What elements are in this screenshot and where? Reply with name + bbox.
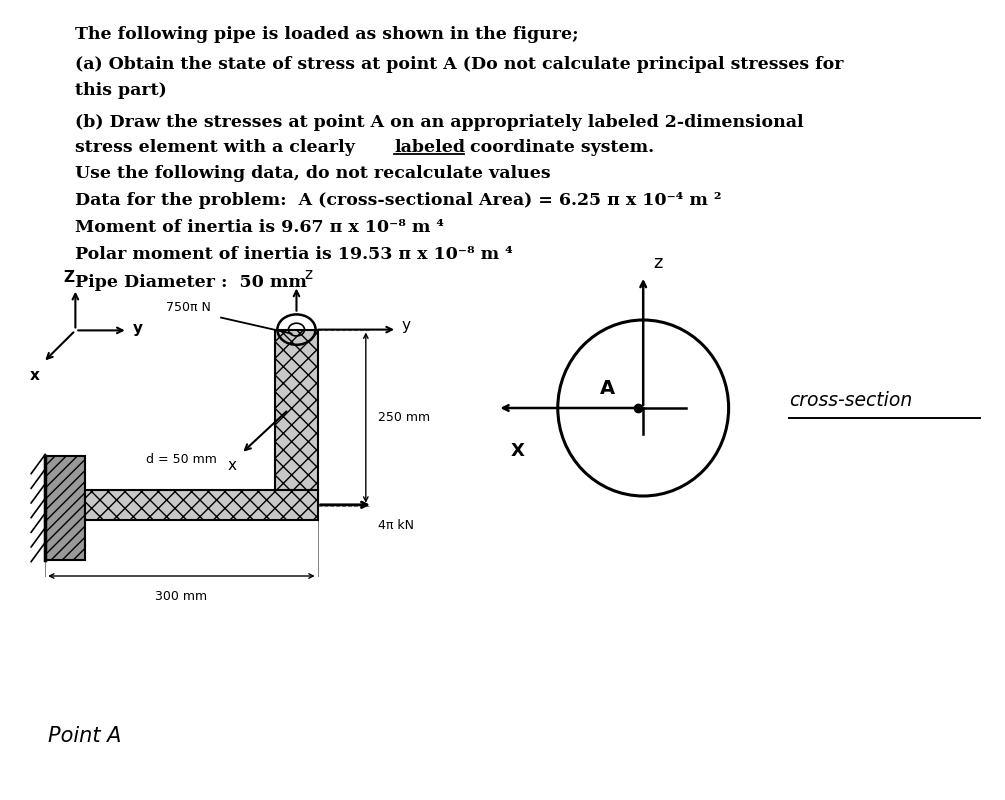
Text: this part): this part) [75, 82, 167, 98]
Text: y: y [133, 321, 143, 335]
Text: 250 mm: 250 mm [378, 411, 430, 424]
Text: 750π N: 750π N [166, 301, 211, 314]
Text: Z: Z [64, 270, 74, 285]
Text: stress element with a clearly: stress element with a clearly [75, 139, 361, 156]
Text: Data for the problem:  A (cross-sectional Area) = 6.25 π x 10⁻⁴ m ²: Data for the problem: A (cross-sectional… [75, 192, 722, 209]
Text: The following pipe is loaded as shown in the figure;: The following pipe is loaded as shown in… [75, 26, 579, 42]
Polygon shape [85, 490, 318, 520]
Text: z: z [305, 266, 313, 282]
Text: z: z [653, 254, 662, 272]
Text: X: X [511, 442, 525, 459]
Text: 4π kN: 4π kN [378, 519, 414, 532]
Text: cross-section: cross-section [789, 390, 913, 410]
Text: Moment of inertia is 9.67 π x 10⁻⁸ m ⁴: Moment of inertia is 9.67 π x 10⁻⁸ m ⁴ [75, 219, 444, 236]
Text: x: x [29, 368, 39, 383]
Text: (b) Draw the stresses at point A on an appropriately labeled 2-dimensional: (b) Draw the stresses at point A on an a… [75, 114, 804, 130]
Text: Pipe Diameter :  50 mm: Pipe Diameter : 50 mm [75, 274, 308, 290]
Text: Polar moment of inertia is 19.53 π x 10⁻⁸ m ⁴: Polar moment of inertia is 19.53 π x 10⁻… [75, 246, 514, 263]
Text: coordinate system.: coordinate system. [464, 139, 654, 156]
Text: A: A [600, 379, 615, 398]
Text: Use the following data, do not recalculate values: Use the following data, do not recalcula… [75, 165, 551, 182]
Text: labeled: labeled [394, 139, 465, 156]
Text: y: y [402, 318, 411, 333]
Text: Point A: Point A [48, 726, 122, 746]
Text: 300 mm: 300 mm [156, 590, 207, 603]
Polygon shape [275, 330, 318, 506]
Polygon shape [45, 456, 85, 560]
Text: d = 50 mm: d = 50 mm [146, 453, 217, 466]
Text: (a) Obtain the state of stress at point A (Do not calculate principal stresses f: (a) Obtain the state of stress at point … [75, 56, 844, 73]
Text: x: x [227, 458, 236, 473]
